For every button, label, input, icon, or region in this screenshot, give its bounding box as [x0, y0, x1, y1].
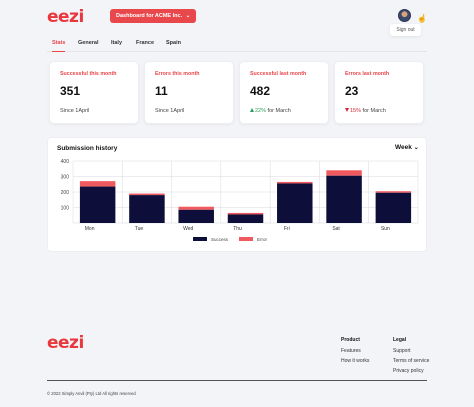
- bar-error-wed: [178, 206, 214, 210]
- legend-label-success: Success: [211, 237, 229, 242]
- x-tick-label: Sat: [332, 226, 340, 232]
- tab-italy[interactable]: Italy: [111, 40, 123, 46]
- chevron-down-icon: ⌄: [413, 145, 419, 151]
- footer-logo[interactable]: eezi: [47, 333, 84, 353]
- stat-label: Errors this month: [155, 71, 200, 77]
- stat-value: 23: [345, 84, 359, 98]
- bar-success-mon: [79, 186, 116, 223]
- submission-history-card: Submission history Week ⌄ 100 200 300 400 Mo…: [47, 137, 427, 252]
- y-tick-label: 400: [61, 159, 70, 165]
- legend-label-error: Error: [257, 237, 268, 242]
- bar-success-wed: [178, 209, 214, 223]
- stat-value: 482: [250, 84, 271, 98]
- footer-link-how-it-works[interactable]: How it works: [341, 358, 370, 364]
- y-tick-label: 200: [61, 190, 70, 196]
- chart-title: Submission history: [57, 145, 118, 152]
- stat-delta: 15%: [350, 108, 362, 114]
- footer-product-heading: Product: [341, 337, 360, 343]
- bar-success-thu: [227, 214, 264, 223]
- stat-value: 351: [60, 84, 81, 98]
- x-tick-label: Fri: [284, 226, 290, 232]
- stat-subtext: Since 1April: [155, 108, 185, 114]
- chevron-down-icon: ⌄: [185, 13, 191, 19]
- stat-label: Successful this month: [60, 71, 117, 77]
- stat-value: 11: [155, 84, 168, 98]
- logo-text: eezi: [47, 7, 84, 27]
- trend-down-icon: [345, 108, 349, 112]
- x-tick-label: Wed: [183, 226, 193, 232]
- stat-card-successful-last-month: Successful last month 482 22% for March: [239, 61, 329, 124]
- pointer-hand-icon: ☝: [417, 14, 427, 23]
- dashboard-button-label: Dashboard for ACME Inc.: [116, 13, 183, 19]
- bar-error-fri: [277, 181, 313, 184]
- dashboard-selector-button[interactable]: Dashboard for ACME Inc. ⌄: [110, 9, 197, 23]
- tab-france[interactable]: France: [136, 40, 155, 46]
- tab-general[interactable]: General: [78, 40, 99, 46]
- bar-success-tue: [129, 195, 165, 223]
- stat-card-errors-this-month: Errors this month 11 Since 1April: [144, 61, 234, 124]
- footer-product-column: Product Features How it works: [341, 337, 369, 366]
- bar-success-fri: [277, 183, 313, 223]
- period-label: Week: [395, 144, 412, 151]
- legend-swatch-success: [193, 237, 207, 241]
- footer-legal-heading: Legal: [393, 337, 407, 343]
- stat-subtext: 22% for March: [250, 108, 291, 114]
- bar-error-tue: [129, 193, 165, 196]
- period-dropdown[interactable]: Week ⌄: [395, 144, 419, 151]
- stat-delta: 22%: [255, 108, 267, 114]
- tab-spain[interactable]: Spain: [166, 40, 181, 46]
- footer-link-support[interactable]: Support: [393, 348, 411, 354]
- footer-link-features[interactable]: Features: [341, 348, 361, 354]
- sign-out-button[interactable]: Sign out: [390, 24, 421, 36]
- tab-stats[interactable]: Stats: [52, 38, 66, 52]
- bar-error-thu: [227, 212, 264, 215]
- avatar[interactable]: [398, 9, 411, 22]
- stat-period: for March: [267, 108, 291, 114]
- x-tick-label: Mon: [85, 226, 95, 232]
- stat-label: Successful last month: [250, 71, 307, 77]
- bar-success-sun: [375, 192, 412, 223]
- y-tick-label: 100: [61, 205, 70, 211]
- bar-success-sat: [326, 175, 362, 223]
- legend-swatch-error: [239, 237, 253, 241]
- x-tick-label: Sun: [381, 226, 390, 232]
- stat-subtext: 15% for March: [345, 108, 386, 114]
- footer-link-privacy[interactable]: Privacy policy: [393, 368, 424, 374]
- stat-period: for March: [362, 108, 386, 114]
- y-tick-label: 300: [61, 174, 70, 180]
- top-header: eezi Dashboard for ACME Inc. ⌄ ☝ Sign ou…: [0, 0, 474, 36]
- eezi-logo[interactable]: eezi: [47, 7, 84, 27]
- trend-up-icon: [250, 108, 254, 112]
- bar-error-mon: [79, 181, 116, 187]
- footer-logo-text: eezi: [47, 333, 84, 353]
- stat-label: Errors last month: [345, 71, 390, 77]
- stat-card-successful-this-month: Successful this month 351 Since 1April: [49, 61, 139, 124]
- bar-error-sat: [326, 170, 362, 176]
- x-tick-label: Tue: [135, 226, 144, 232]
- footer-legal-column: Legal Support Terms of service Privacy p…: [393, 337, 429, 376]
- bar-error-sun: [375, 191, 412, 193]
- x-tick-label: Thu: [233, 226, 242, 232]
- footer-divider: [47, 380, 427, 381]
- stat-subtext: Since 1April: [60, 108, 90, 114]
- stat-card-errors-last-month: Errors last month 23 15% for March: [334, 61, 424, 124]
- copyright-text: © 2022 Simply Anvil (Pty) Ltd All rights…: [47, 391, 136, 396]
- submission-history-chart: 100 200 300 400 Mon Tue Wed Thu Fri Sat Sun Success…: [61, 159, 419, 242]
- tab-bar: Stats General Italy France Spain: [47, 36, 427, 52]
- footer-link-terms[interactable]: Terms of service: [393, 358, 430, 364]
